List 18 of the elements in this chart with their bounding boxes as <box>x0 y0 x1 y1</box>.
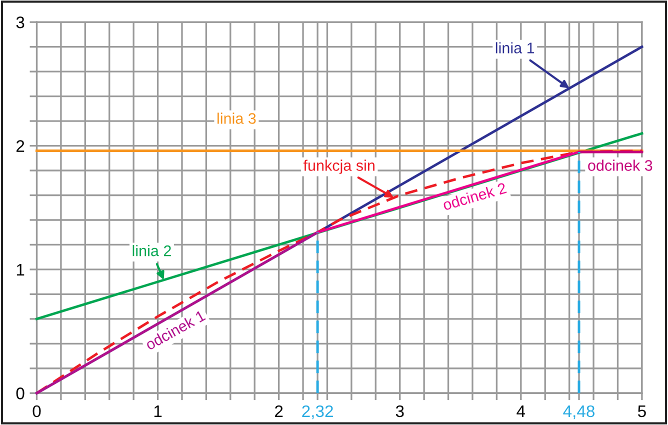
y-tick-label: 0 <box>16 388 24 400</box>
x-tick-label: 2,32 <box>302 405 333 420</box>
series-label: funkcja sin <box>303 160 374 174</box>
x-tick-label: 5 <box>638 406 646 418</box>
x-tick-label: 1 <box>154 406 162 418</box>
text: odcinek 2 <box>442 182 507 210</box>
y-tick-label: 1 <box>16 264 24 276</box>
x-tick-label: 0 <box>32 405 41 418</box>
x-tick-label: 4 <box>516 406 526 418</box>
series-label: odcinek 3 <box>588 160 652 171</box>
x-tick-label: 2 <box>275 405 283 418</box>
series-label: linia 2 <box>132 245 171 256</box>
series-label: linia 3 <box>218 112 256 124</box>
y-tick-label: 3 <box>16 16 24 28</box>
y-tick-label: 2 <box>16 140 24 152</box>
text: linia 1 <box>496 42 534 54</box>
x-tick-label: 4,48 <box>563 405 594 420</box>
x-tick-label: 3 <box>396 405 404 418</box>
